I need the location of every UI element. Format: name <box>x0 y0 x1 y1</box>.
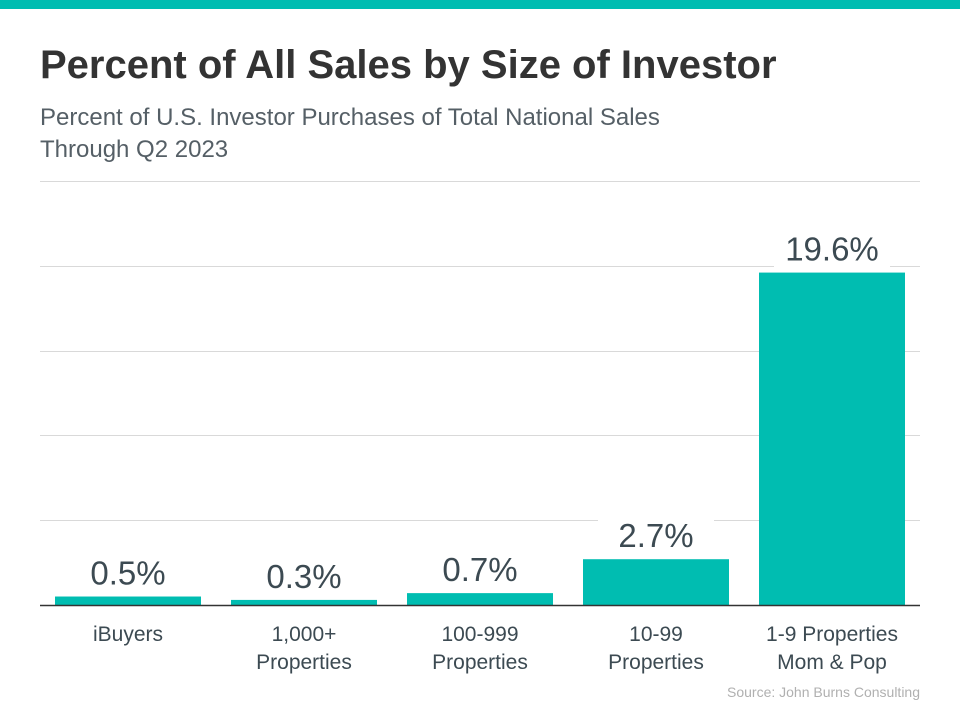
data-label-background <box>246 557 362 596</box>
bars <box>55 272 905 605</box>
data-label-background <box>70 554 186 593</box>
bar <box>407 593 553 605</box>
data-label-background <box>422 551 538 590</box>
bar <box>55 596 201 605</box>
chart-subtitle: Percent of U.S. Investor Purchases of To… <box>40 102 860 166</box>
data-label: 0.3% <box>266 558 341 595</box>
category-label: 10-99 <box>629 623 683 646</box>
chart-title: Percent of All Sales by Size of Investor <box>40 43 777 87</box>
bar <box>759 272 905 605</box>
category-label: iBuyers <box>93 623 163 646</box>
category-label: Properties <box>256 651 352 674</box>
subtitle-line-1: Percent of U.S. Investor Purchases of To… <box>40 104 660 131</box>
category-label: Properties <box>608 651 704 674</box>
data-label: 0.7% <box>442 551 517 588</box>
data-label: 2.7% <box>618 517 693 554</box>
source-note: Source: John Burns Consulting <box>727 684 920 700</box>
top-accent-bar <box>0 0 960 9</box>
data-label: 0.5% <box>90 555 165 592</box>
category-label: 1-9 Properties <box>766 623 898 646</box>
data-labels: 0.5% 0.3% 0.7% 2.7% 19.6% <box>70 230 890 596</box>
data-label: 19.6% <box>785 231 879 268</box>
category-label: 100-999 <box>441 623 518 646</box>
category-labels: iBuyers 1,000+ Properties 100-999 Properties… <box>93 623 898 674</box>
bar <box>583 559 729 605</box>
subtitle-line-2: Through Q2 2023 <box>40 136 229 163</box>
category-label: Mom & Pop <box>777 651 887 674</box>
data-label-background <box>598 517 714 556</box>
category-label: Properties <box>432 651 528 674</box>
category-label: 1,000+ <box>272 623 337 646</box>
data-label-background <box>774 230 890 269</box>
bar <box>231 599 377 605</box>
